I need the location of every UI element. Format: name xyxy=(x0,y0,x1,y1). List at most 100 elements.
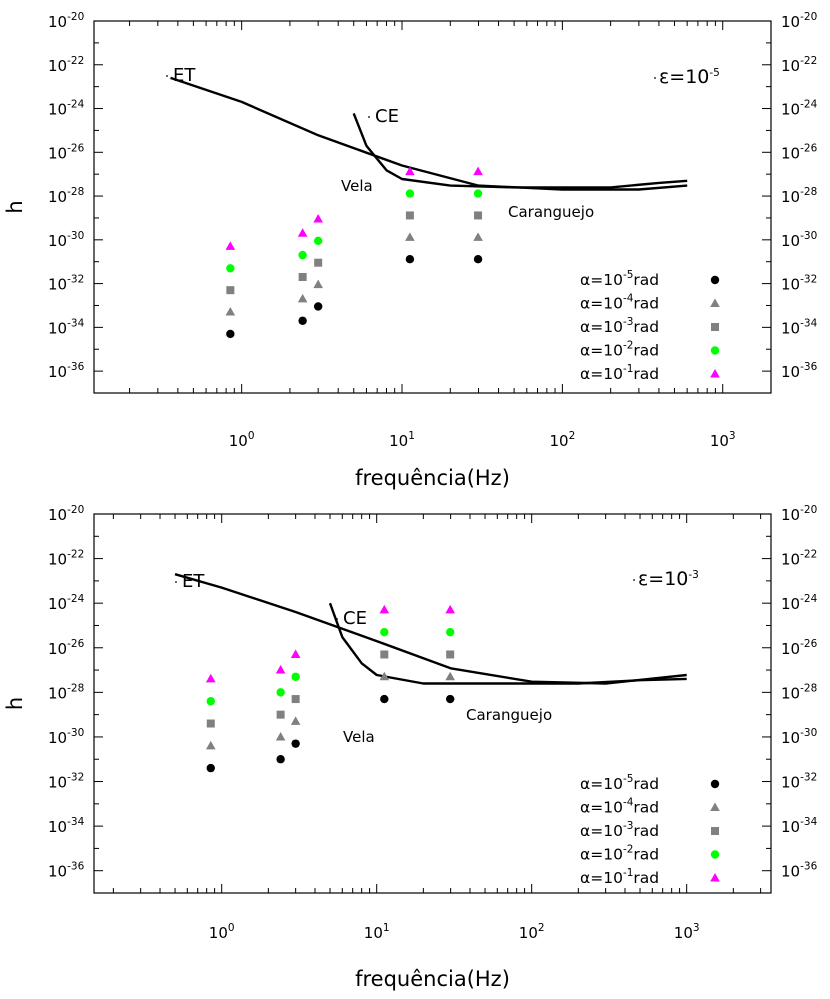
y-tick-label-left: 10-30 xyxy=(48,230,84,250)
legend-label-exp: -2 xyxy=(623,340,633,352)
y-tick-label-right: 10-22 xyxy=(781,55,817,75)
y-tick-label-left: 10-24 xyxy=(48,99,85,119)
data-point-series-5 xyxy=(313,213,323,223)
data-point-series-2 xyxy=(379,671,390,681)
x-tick-label-base: 10 xyxy=(229,432,248,450)
y-tick-label-right-exp: -36 xyxy=(800,861,817,873)
data-point-series-1 xyxy=(473,255,483,264)
y-tick-label-right-base: 10 xyxy=(781,818,800,836)
y-tick-label-left-base: 10 xyxy=(48,144,67,162)
y-tick-label-right: 10-28 xyxy=(781,682,817,702)
legend-label-base: α=10 xyxy=(580,775,623,793)
y-tick-label-right: 10-28 xyxy=(781,186,817,206)
legend-label-unit: rad xyxy=(633,365,659,383)
y-axis-label: h xyxy=(3,697,27,710)
curve-label-et: ET xyxy=(182,571,205,592)
legend-label-base: α=10 xyxy=(580,318,623,336)
y-tick-label-right-exp: -24 xyxy=(800,593,817,605)
data-point-series-2 xyxy=(445,671,455,681)
y-tick-label-left: 10-34 xyxy=(48,317,85,337)
x-tick-label-exp: 1 xyxy=(408,430,415,442)
epsilon-label: ε=10-5 xyxy=(659,66,720,88)
legend-marker xyxy=(710,873,720,882)
y-tick-label-left-base: 10 xyxy=(48,188,67,206)
y-tick-label-left-exp: -36 xyxy=(67,361,84,373)
legend-label-base: α=10 xyxy=(580,822,623,840)
y-tick-label-left-base: 10 xyxy=(48,551,67,569)
x-axis-label: frequência(Hz) xyxy=(355,967,510,991)
data-point-series-5 xyxy=(297,228,308,237)
legend-label-exp: -1 xyxy=(623,867,633,879)
data-point-series-1 xyxy=(276,755,285,764)
x-tick-label: 100 xyxy=(209,922,235,942)
source-label-vela: Vela xyxy=(343,728,375,746)
data-point-series-4 xyxy=(276,688,285,697)
data-point-series-3 xyxy=(226,286,235,295)
y-tick-label-right-exp: -30 xyxy=(800,727,817,739)
x-tick-label: 100 xyxy=(229,430,255,450)
y-tick-label-right-base: 10 xyxy=(781,57,800,75)
label-dot xyxy=(166,75,168,77)
y-tick-label-left: 10-24 xyxy=(48,593,85,613)
data-point-series-4 xyxy=(473,189,483,198)
data-point-series-5 xyxy=(379,604,390,614)
x-tick-label-base: 10 xyxy=(389,432,408,450)
data-point-series-2 xyxy=(297,293,308,303)
data-point-series-2 xyxy=(405,232,415,241)
label-dot xyxy=(633,579,635,581)
legend-marker xyxy=(711,827,719,835)
legend-label-base: α=10 xyxy=(580,271,623,289)
y-tick-label-left-base: 10 xyxy=(48,101,67,119)
epsilon-label-exp: -3 xyxy=(688,569,698,581)
y-tick-label-left-base: 10 xyxy=(48,506,67,524)
y-tick-label-right-exp: -26 xyxy=(800,638,817,650)
y-tick-label-left: 10-22 xyxy=(48,55,84,75)
data-point-series-4 xyxy=(313,236,323,246)
data-point-series-4 xyxy=(226,264,235,273)
y-tick-label-left-exp: -34 xyxy=(67,816,84,828)
y-tick-label-left: 10-34 xyxy=(48,816,85,836)
source-label-crab: Caranguejo xyxy=(466,706,552,724)
label-dot xyxy=(368,116,370,118)
curve-label-et: ET xyxy=(173,65,196,86)
data-point-series-3 xyxy=(380,650,389,659)
data-point-series-5 xyxy=(290,649,301,658)
y-tick-label-left-base: 10 xyxy=(48,684,67,702)
y-tick-label-left-base: 10 xyxy=(48,774,67,792)
epsilon-label-exp: -5 xyxy=(709,67,719,79)
data-point-series-3 xyxy=(291,695,300,704)
curve-label-ce: CE xyxy=(343,608,367,629)
data-point-series-4 xyxy=(445,627,455,637)
legend-label: α=10-2rad xyxy=(580,340,659,360)
y-tick-label-right-base: 10 xyxy=(781,101,800,119)
y-tick-label-right-base: 10 xyxy=(781,188,800,206)
y-tick-label-right: 10-22 xyxy=(781,549,817,569)
legend-marker xyxy=(710,850,720,859)
x-tick-label: 102 xyxy=(519,922,545,942)
y-tick-label-left-base: 10 xyxy=(48,13,67,31)
y-tick-label-right-base: 10 xyxy=(781,13,800,31)
y-tick-label-right-exp: -24 xyxy=(800,99,817,111)
y-tick-label-right-exp: -26 xyxy=(800,142,817,154)
y-tick-label-left-exp: -28 xyxy=(67,682,84,694)
legend-label: α=10-2rad xyxy=(580,844,659,864)
legend-label: α=10-1rad xyxy=(580,867,659,887)
y-tick-label-left-exp: -36 xyxy=(67,861,84,873)
data-point-series-1 xyxy=(380,694,389,704)
y-tick-label-right: 10-32 xyxy=(781,274,817,294)
curve-label-ce: CE xyxy=(375,106,399,127)
plot-frame xyxy=(93,20,772,394)
y-tick-label-left-exp: -24 xyxy=(67,593,84,605)
legend-label: α=10-1rad xyxy=(580,363,659,383)
epsilon-label-base: ε=10 xyxy=(659,66,709,88)
x-tick-label-exp: 3 xyxy=(729,430,736,442)
x-tick-label-base: 10 xyxy=(674,924,693,942)
y-tick-label-left-exp: -34 xyxy=(67,317,84,329)
curve-ce xyxy=(352,112,688,189)
legend-marker xyxy=(710,298,720,307)
x-tick-label-base: 10 xyxy=(710,432,729,450)
y-tick-label-right: 10-36 xyxy=(781,861,818,881)
y-axis-label: h xyxy=(3,200,27,213)
